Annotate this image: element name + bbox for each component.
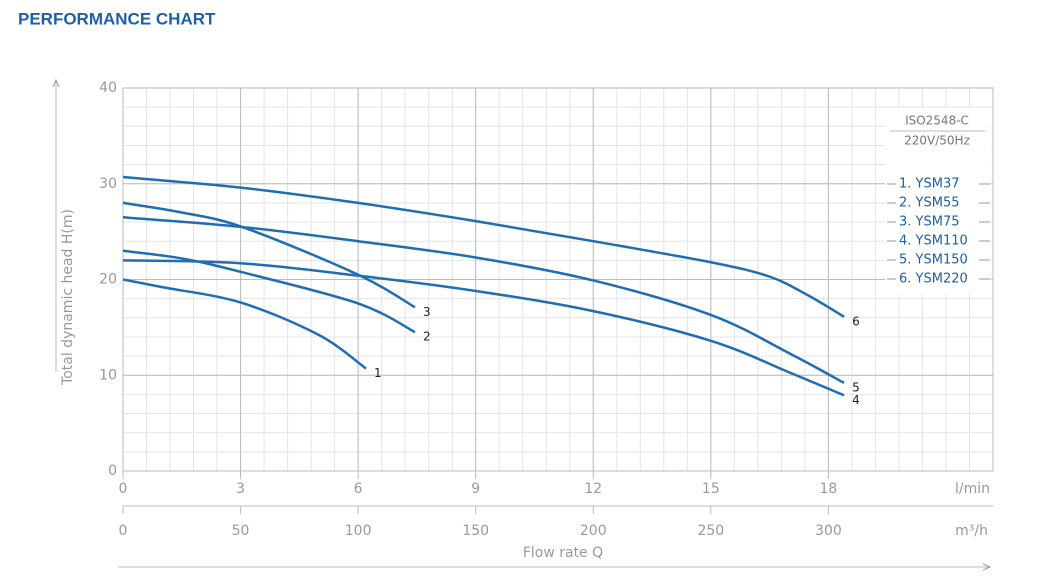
y-tick-label: 20 xyxy=(99,272,117,288)
y-tick-label: 10 xyxy=(99,367,117,383)
annotation: ISO2548-C xyxy=(905,114,969,128)
curve xyxy=(122,259,845,397)
curve-label: 4 xyxy=(852,393,860,407)
legend-entry: 6. YSM220 xyxy=(899,272,968,287)
curve xyxy=(122,201,416,309)
x-tick-label: 18 xyxy=(819,481,837,497)
curve-label: 6 xyxy=(852,314,860,328)
legend-entry: 4. YSM110 xyxy=(899,234,968,249)
x2-tick-label: 300 xyxy=(815,523,842,539)
x-tick-label: 9 xyxy=(471,481,480,497)
x2-tick-label: 0 xyxy=(119,523,128,539)
y-tick-label: 0 xyxy=(108,463,117,479)
y-tick-label: 40 xyxy=(99,80,117,96)
x2-tick-label: 250 xyxy=(697,523,724,539)
legend-entry: 2. YSM55 xyxy=(899,196,960,211)
x2-tick-label: 50 xyxy=(232,523,250,539)
curve-label: 1 xyxy=(374,366,382,380)
y-tick-label: 30 xyxy=(99,176,117,192)
curve xyxy=(122,278,367,370)
legend-entry: 1. YSM37 xyxy=(899,177,960,192)
x-tick-label: 15 xyxy=(702,481,720,497)
curve-label: 5 xyxy=(852,380,860,394)
x-unit: l/min xyxy=(955,481,990,497)
x2-unit: m³/h xyxy=(955,523,988,539)
x2-tick-label: 200 xyxy=(580,523,607,539)
y-axis-label: Total dynamic head H(m) xyxy=(60,209,76,386)
legend-panel xyxy=(885,108,991,294)
x-tick-label: 0 xyxy=(119,481,128,497)
legend-entry: 5. YSM150 xyxy=(899,253,968,268)
curve xyxy=(122,175,845,318)
x2-tick-label: 100 xyxy=(345,523,372,539)
curve-label: 3 xyxy=(423,305,431,319)
curve-label: 2 xyxy=(423,330,431,344)
x2-tick-label: 150 xyxy=(462,523,489,539)
x-tick-label: 12 xyxy=(584,481,602,497)
chart-title: PERFORMANCE CHART xyxy=(18,9,216,28)
annotation: 220V/50Hz xyxy=(904,134,970,148)
curve xyxy=(122,249,416,334)
x-tick-label: 6 xyxy=(354,481,363,497)
curve xyxy=(122,216,845,385)
legend-entry: 3. YSM75 xyxy=(899,215,960,230)
x-tick-label: 3 xyxy=(236,481,245,497)
x-axis-label: Flow rate Q xyxy=(523,545,603,561)
